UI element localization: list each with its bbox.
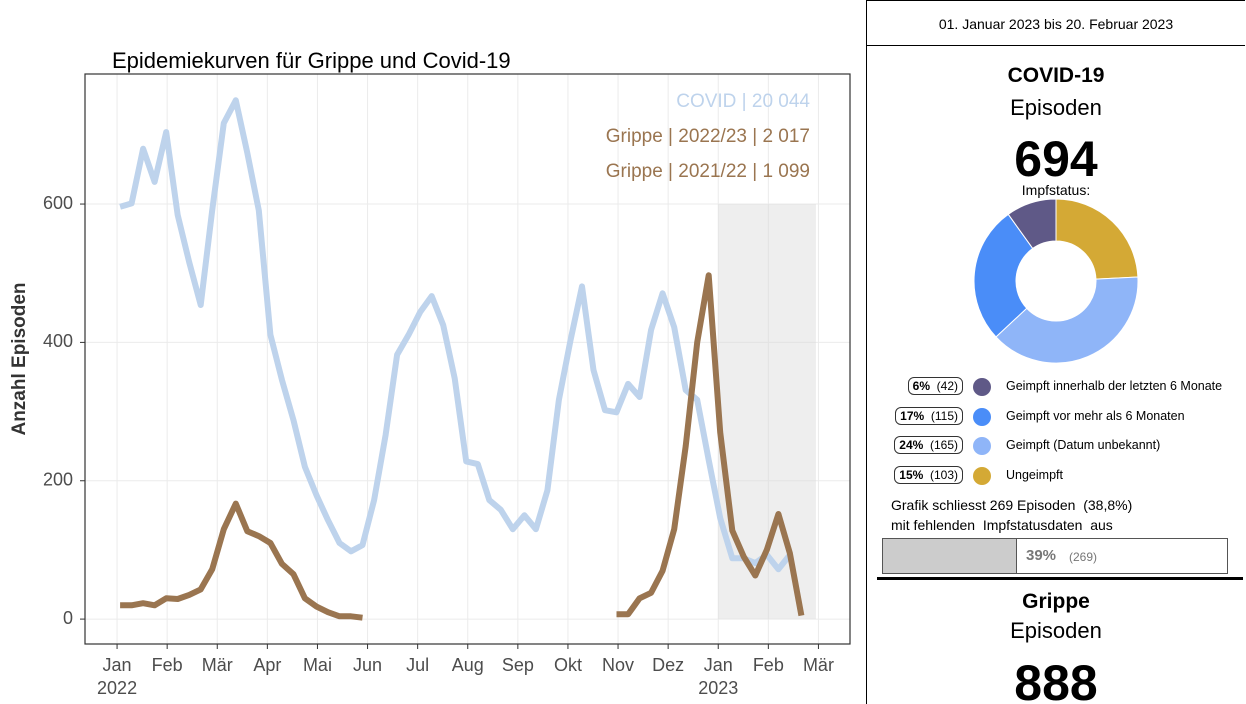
legend-count-box: 24% (165) [894,436,963,454]
x-tick-label: Feb [753,655,784,675]
x-tick-label: Jul [406,655,429,675]
plot-border [84,73,851,645]
line-chart: Epidemiekurven für Grippe und Covid-19 A… [9,48,851,698]
note-line: mit fehlenden Impfstatusdaten aus [891,517,1113,533]
x-tick-label: Nov [602,655,634,675]
legend-label: COVID | 20 044 [676,91,810,112]
x-tick-label: Mai [303,655,332,675]
missing-count: (269) [1069,550,1098,564]
y-tick-label: 0 [63,608,73,628]
y-tick-label: 400 [43,331,73,351]
legend-count-box: 17% (115) [895,406,963,425]
legend-count-box: 6% (42) [907,377,963,395]
legend-label: Geimpft (Datum unbekannt) [1006,438,1161,452]
legend-share: 6% [912,379,930,393]
missing-bar-track: 39% (269) [882,538,1228,574]
chart-title: Epidemiekurven für Grippe und Covid-19 [112,48,511,73]
missing-bar [883,539,1018,573]
grippe-count: 888 [1014,655,1098,704]
legend-count: (42) [936,379,958,393]
x-year-label: 2022 [97,678,137,698]
legend-swatch [973,407,991,426]
covid-subtitle: Episoden [1010,95,1102,120]
legend-swatch [973,437,991,455]
legend-label: Geimpft innerhalb der letzten 6 Monate [1006,379,1223,393]
x-tick-label: Jun [353,655,382,675]
legend-count: (103) [929,467,958,482]
covid-count: 694 [1014,131,1098,187]
legend-share: 15% [899,467,924,482]
legend-row: 17% (115) Geimpft vor mehr als 6 Monaten [867,405,1246,429]
legend-label: Geimpft vor mehr als 6 Monaten [1006,408,1185,423]
legend-row: 24% (165) Geimpft (Datum unbekannt) [867,434,1246,458]
x-tick-label: Mär [202,655,233,675]
grippe-title: Grippe [1022,590,1090,613]
donut-slice [1007,198,1057,250]
x-tick-label: Jan [704,655,733,675]
y-axis-label: Anzahl Episoden [9,282,30,435]
x-tick-label: Okt [554,655,582,675]
x-tick-label: Aug [452,655,484,675]
y-tick-label: 200 [43,469,73,489]
grippe-subtitle: Episoden [1010,618,1102,643]
legend-count: (165) [929,438,958,452]
donut-chart [973,198,1139,364]
donut-slice [973,213,1034,338]
series-line [119,97,793,573]
divider [877,577,1243,580]
date-range: 01. Januar 2023 bis 20. Februar 2023 [867,0,1245,46]
legend-label: Ungeimpft [1006,467,1063,482]
x-tick-label: Feb [152,655,183,675]
legend-row: 15% (103) Ungeimpft [867,464,1246,488]
legend-swatch [973,466,991,485]
status-title: Impfstatus: [1021,182,1091,198]
legend-label: Grippe | 2021/22 | 1 099 [606,161,810,182]
legend-row: 6% (42) Geimpft innerhalb der letzten 6 M… [867,375,1246,399]
donut-slice [995,276,1139,364]
x-tick-label: Apr [253,655,281,675]
legend-count-box: 15% (103) [894,465,963,484]
missing-percent: 39% [1026,547,1057,564]
x-tick-label: Sep [502,655,534,675]
series-line [616,272,805,618]
covid-title: COVID-19 [1007,64,1105,87]
legend-share: 17% [900,408,925,423]
x-tick-label: Dez [652,655,684,675]
summary-panel: 01. Januar 2023 bis 20. Februar 2023 COV… [866,0,1246,704]
x-tick-label: Mär [803,655,834,675]
series-line [120,500,363,621]
donut-slice [1055,198,1139,280]
legend-label: Grippe | 2022/23 | 2 017 [606,126,810,147]
note-line: Grafik schliesst 269 Episoden (38,8%) [891,497,1133,513]
x-tick-label: Jan [103,655,132,675]
legend-swatch [973,378,991,396]
legend-count: (115) [930,408,958,423]
y-tick-label: 600 [43,193,73,213]
x-year-label: 2023 [698,678,738,698]
legend-share: 24% [899,438,924,452]
